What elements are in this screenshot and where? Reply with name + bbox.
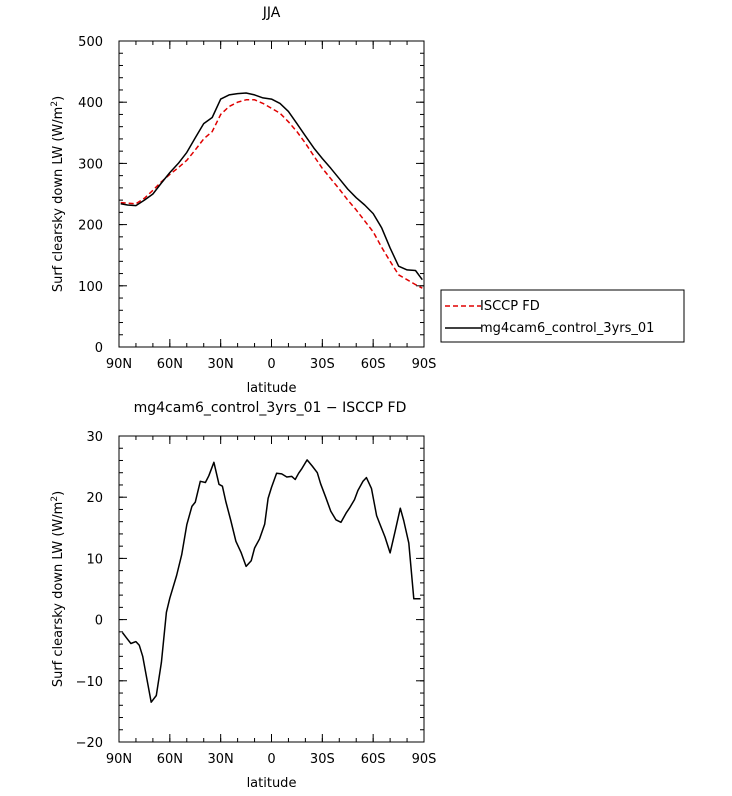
x-tick-label: 60N: [157, 357, 183, 372]
x-tick-label: 0: [267, 752, 275, 767]
y-axis-label-superscript: 2: [50, 496, 60, 502]
x-tick-label: 60N: [157, 752, 183, 767]
y-tick-label: 20: [86, 491, 103, 506]
y-axis-label-text: Surf clearsky down LW (W/m: [51, 107, 66, 293]
axes: 90N 60N 30N 0 30S 60S 90S −20 −10 0 10 20 30: [76, 430, 437, 767]
series-line-isccp-fd: [120, 99, 423, 289]
y-axis-label: Surf clearsky down LW (W/m2): [50, 491, 66, 687]
y-tick-label: 100: [78, 280, 103, 295]
y-tick-label: 200: [78, 219, 103, 234]
x-tick-label: 0: [267, 357, 275, 372]
plot-frame: [118, 40, 425, 348]
y-tick-label: −10: [76, 675, 103, 690]
plot-lines: [121, 459, 421, 703]
x-tick-label: 30S: [310, 752, 335, 767]
y-axis-label-superscript: 2: [50, 101, 60, 107]
y-tick-label: 30: [86, 430, 103, 445]
x-tick-label: 90S: [412, 357, 437, 372]
x-axis-label: latitude: [247, 776, 297, 791]
bottom-chart: mg4cam6_control_3yrs_01 − ISCCP FD latit…: [50, 400, 436, 791]
y-axis-label-close: ): [51, 96, 66, 101]
axes: 90N 60N 30N 0 30S 60S 90S 0 100 200 300 400 500: [78, 35, 436, 372]
x-tick-label: 60S: [361, 752, 386, 767]
x-tick-label: 30N: [208, 752, 234, 767]
legend: ISCCP FD mg4cam6_control_3yrs_01: [440, 289, 685, 343]
y-tick-label: 300: [78, 157, 103, 172]
x-tick-label: 30N: [208, 357, 234, 372]
top-chart: JJA latitude Surf clearsky down LW (W/m2…: [50, 5, 436, 396]
y-tick-label: −20: [76, 736, 103, 751]
chart-title: mg4cam6_control_3yrs_01 − ISCCP FD: [134, 400, 407, 416]
x-axis-label: latitude: [247, 381, 297, 396]
x-tick-label: 60S: [361, 357, 386, 372]
y-axis-label-text: Surf clearsky down LW (W/m: [51, 502, 66, 688]
series-line-mg4cam6-control-3yrs-01: [120, 92, 423, 281]
y-axis-label-close: ): [51, 491, 66, 496]
y-axis-label: Surf clearsky down LW (W/m2): [50, 96, 66, 292]
y-tick-label: 500: [78, 35, 103, 50]
plot-lines: [120, 92, 423, 289]
y-tick-label: 400: [78, 96, 103, 111]
x-tick-label: 90N: [106, 357, 132, 372]
x-tick-label: 30S: [310, 357, 335, 372]
series-line: [121, 459, 421, 703]
y-tick-label: 0: [95, 341, 103, 356]
plot-frame: [118, 435, 425, 743]
x-tick-label: 90S: [412, 752, 437, 767]
y-tick-label: 0: [95, 614, 103, 629]
legend-label-isccp: ISCCP FD: [480, 299, 540, 314]
x-tick-label: 90N: [106, 752, 132, 767]
y-tick-label: 10: [86, 552, 103, 567]
legend-label-model: mg4cam6_control_3yrs_01: [480, 321, 654, 336]
legend-box: [440, 289, 685, 343]
chart-title: JJA: [262, 5, 281, 21]
